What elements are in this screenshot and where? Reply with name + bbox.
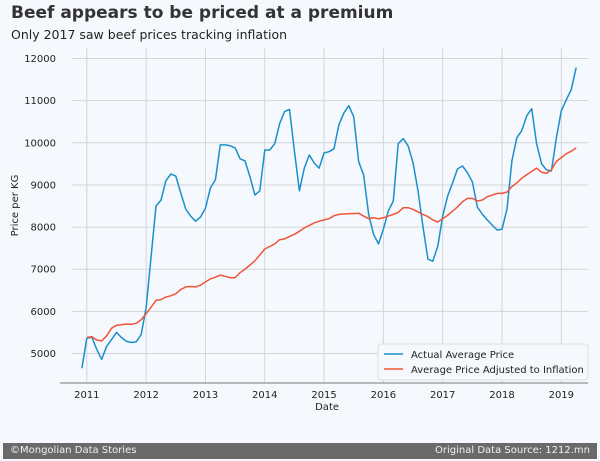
x-tick-label: 2016 bbox=[371, 390, 396, 401]
y-tick-label: 5000 bbox=[31, 349, 56, 360]
y-tick-label: 10000 bbox=[24, 138, 56, 149]
y-tick-label: 9000 bbox=[31, 180, 56, 191]
y-tick-label: 8000 bbox=[31, 223, 56, 234]
legend-label-inflation: Average Price Adjusted to Inflation bbox=[411, 365, 584, 376]
chart-title: Beef appears to be priced at a premium bbox=[11, 3, 394, 23]
series-line-inflation-adjusted bbox=[86, 147, 577, 342]
x-tick-label: 2018 bbox=[489, 390, 514, 401]
y-axis-label: Price per KG bbox=[10, 175, 21, 237]
y-tick-label: 11000 bbox=[24, 96, 56, 107]
series-group bbox=[81, 67, 577, 369]
x-tick-label: 2011 bbox=[74, 390, 99, 401]
legend-label-actual: Actual Average Price bbox=[411, 350, 514, 361]
x-tick-label: 2013 bbox=[193, 390, 218, 401]
footer-copyright: ©Mongolian Data Stories bbox=[10, 445, 137, 456]
series-line-actual-price bbox=[81, 67, 577, 369]
x-axis-label: Date bbox=[315, 402, 339, 413]
y-tick-label: 7000 bbox=[31, 265, 56, 276]
y-tick-label: 12000 bbox=[24, 54, 56, 65]
x-tick-label: 2017 bbox=[430, 390, 455, 401]
footer-source: Original Data Source: 1212.mn bbox=[435, 445, 590, 456]
chart-subtitle: Only 2017 saw beef prices tracking infla… bbox=[11, 27, 288, 42]
y-axis-ticks: 5000 6000 7000 8000 9000 10000 11000 12000 bbox=[24, 54, 56, 360]
x-tick-label: 2019 bbox=[549, 390, 574, 401]
grid bbox=[72, 48, 588, 383]
x-tick-label: 2012 bbox=[133, 390, 158, 401]
x-tick-label: 2015 bbox=[311, 390, 336, 401]
x-tick-label: 2014 bbox=[252, 390, 277, 401]
footer-bar: ©Mongolian Data Stories Original Data So… bbox=[3, 443, 597, 459]
line-chart: 2011 2012 2013 2014 2015 2016 2017 2018 2019 500… bbox=[10, 48, 589, 413]
legend: Actual Average Price Average Price Adjus… bbox=[377, 343, 589, 381]
y-tick-label: 6000 bbox=[31, 307, 56, 318]
x-axis-ticks: 2011 2012 2013 2014 2015 2016 2017 2018 2019 bbox=[74, 390, 574, 401]
legend-box bbox=[377, 343, 589, 381]
